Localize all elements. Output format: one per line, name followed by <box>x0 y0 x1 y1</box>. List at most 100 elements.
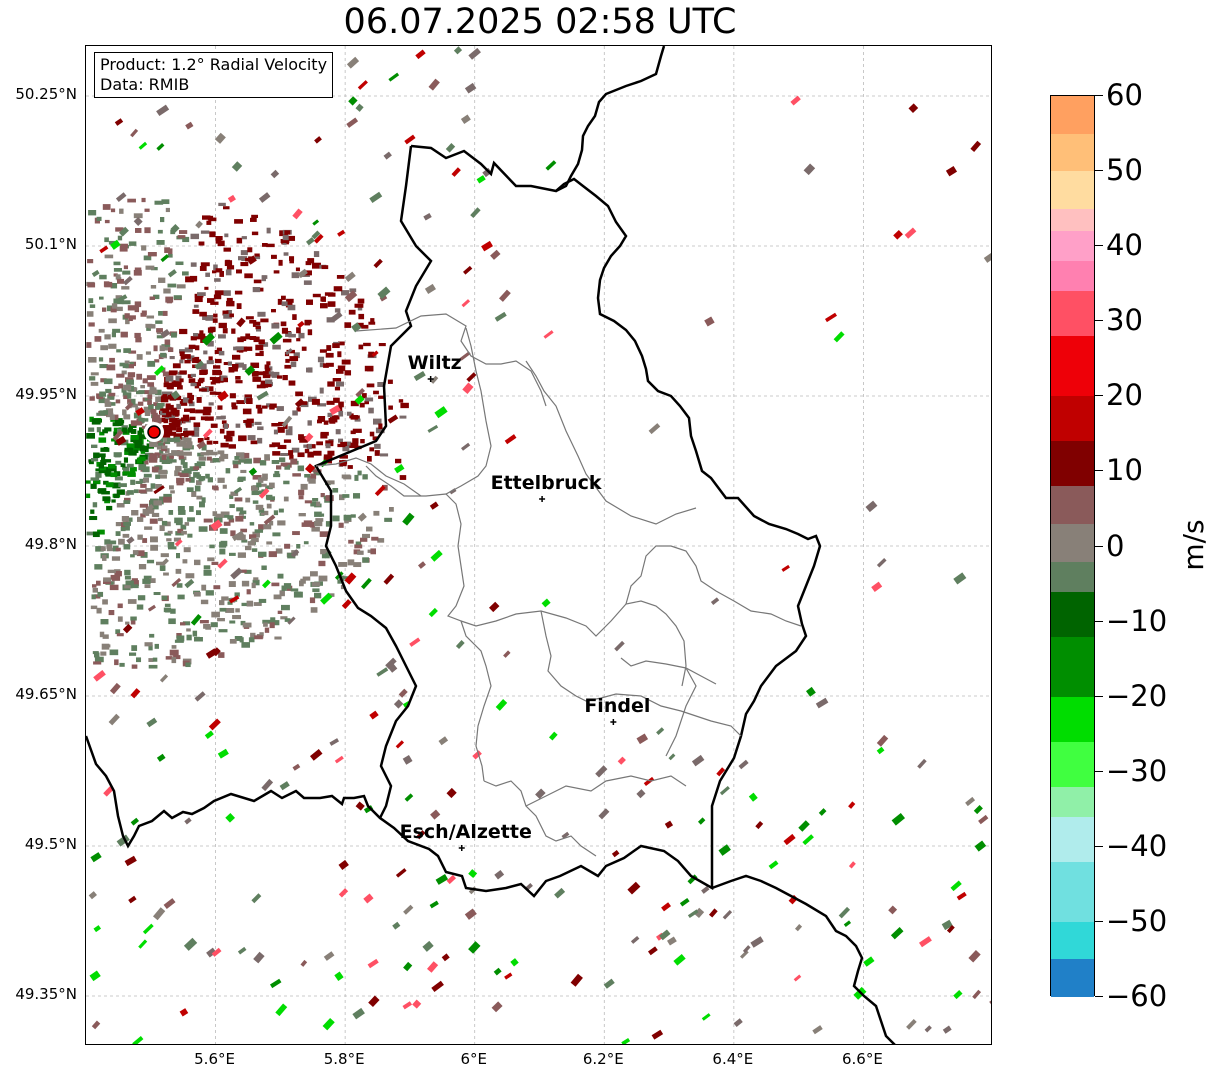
radar-echo <box>253 602 262 606</box>
radar-echo <box>240 250 248 256</box>
radar-echo <box>109 465 117 472</box>
radar-echo <box>152 412 158 419</box>
radar-echo <box>205 626 212 630</box>
radar-echo <box>461 442 471 451</box>
radar-echo <box>110 306 117 313</box>
radar-echo <box>117 616 123 622</box>
colorbar-band <box>1051 861 1094 922</box>
radar-echo <box>293 352 300 359</box>
radar-echo <box>263 514 276 526</box>
radar-echo <box>337 443 346 448</box>
radar-echo <box>261 778 274 792</box>
radar-echo <box>199 266 207 271</box>
radar-echo <box>163 496 172 503</box>
radar-echo <box>325 495 334 502</box>
radar-echo <box>320 303 328 309</box>
radar-echo <box>213 487 219 491</box>
radar-echo <box>277 375 283 379</box>
radar-echo <box>367 456 372 462</box>
radar-echo <box>404 134 416 145</box>
radar-echo <box>183 547 191 553</box>
radar-echo <box>118 538 125 545</box>
radar-echo <box>941 919 953 931</box>
radar-echo <box>733 1018 743 1027</box>
radar-echo <box>202 215 211 220</box>
radar-echo <box>154 200 164 205</box>
radar-echo <box>355 801 365 811</box>
radar-echo <box>190 336 197 341</box>
radar-echo <box>112 575 121 581</box>
radar-echo <box>128 350 137 354</box>
radar-echo <box>125 364 135 369</box>
radar-echo <box>824 312 838 323</box>
radar-echo <box>167 269 177 278</box>
radar-echo <box>217 477 225 483</box>
radar-echo <box>326 345 332 351</box>
radar-echo <box>161 445 168 449</box>
radar-echo <box>350 442 359 449</box>
radar-echo <box>116 294 128 304</box>
radar-echo <box>122 363 129 369</box>
radar-echo <box>199 620 209 624</box>
map-area[interactable]: Wiltz Ettelbruck Findel Esch/Alzette Produc… <box>85 45 992 1045</box>
radar-echo <box>216 416 225 420</box>
radar-echo <box>114 569 121 573</box>
radar-echo <box>322 1017 335 1031</box>
radar-echo <box>257 311 266 317</box>
radar-echo <box>320 549 329 555</box>
radar-echo <box>140 513 146 518</box>
radar-echo <box>136 373 143 380</box>
radar-echo <box>162 408 170 413</box>
radar-echo <box>91 418 101 425</box>
radar-echo <box>328 593 335 597</box>
radar-echo <box>871 581 883 592</box>
radar-echo <box>187 533 193 538</box>
lat-tick-label: 49.65°N <box>15 685 77 703</box>
radar-echo <box>184 817 192 825</box>
radar-echo <box>282 235 289 241</box>
radar-echo <box>156 335 163 339</box>
radar-echo <box>250 440 258 445</box>
radar-echo <box>219 528 228 534</box>
radar-echo <box>320 592 333 605</box>
radar-echo <box>207 477 213 483</box>
radar-echo <box>231 402 237 407</box>
radar-echo <box>89 459 94 465</box>
radar-echo <box>171 450 180 456</box>
radar-echo <box>387 379 393 384</box>
colorbar-band <box>1051 591 1094 637</box>
radar-echo <box>162 310 168 316</box>
radar-echo <box>257 426 264 431</box>
radar-echo <box>113 452 122 457</box>
radar-echo <box>226 310 232 316</box>
radar-echo <box>748 792 758 802</box>
radar-echo <box>323 420 329 425</box>
radar-echo <box>352 438 359 444</box>
radar-echo <box>225 468 231 474</box>
radar-echo <box>246 255 257 265</box>
radar-echo <box>197 363 207 370</box>
radar-echo <box>114 306 123 312</box>
radar-echo <box>180 622 186 626</box>
radar-echo <box>86 342 92 348</box>
radar-echo <box>186 634 192 641</box>
radar-echo <box>271 323 280 329</box>
radar-echo <box>92 531 100 538</box>
radar-echo <box>115 295 123 301</box>
radar-echo <box>468 869 478 879</box>
radar-echo <box>434 406 448 419</box>
radar-echo <box>307 420 312 426</box>
radar-echo <box>781 564 790 572</box>
radar-echo <box>276 465 282 470</box>
radar-echo <box>170 229 176 235</box>
radar-echo <box>115 629 121 635</box>
radar-echo <box>160 566 165 571</box>
radar-echo <box>249 336 257 340</box>
radar-echo <box>223 377 229 383</box>
radar-echo <box>159 449 164 454</box>
radar-echo <box>357 298 365 304</box>
radar-echo <box>288 450 294 456</box>
radar-echo <box>395 868 407 878</box>
radar-echo <box>149 386 155 392</box>
radar-echo <box>167 431 177 436</box>
